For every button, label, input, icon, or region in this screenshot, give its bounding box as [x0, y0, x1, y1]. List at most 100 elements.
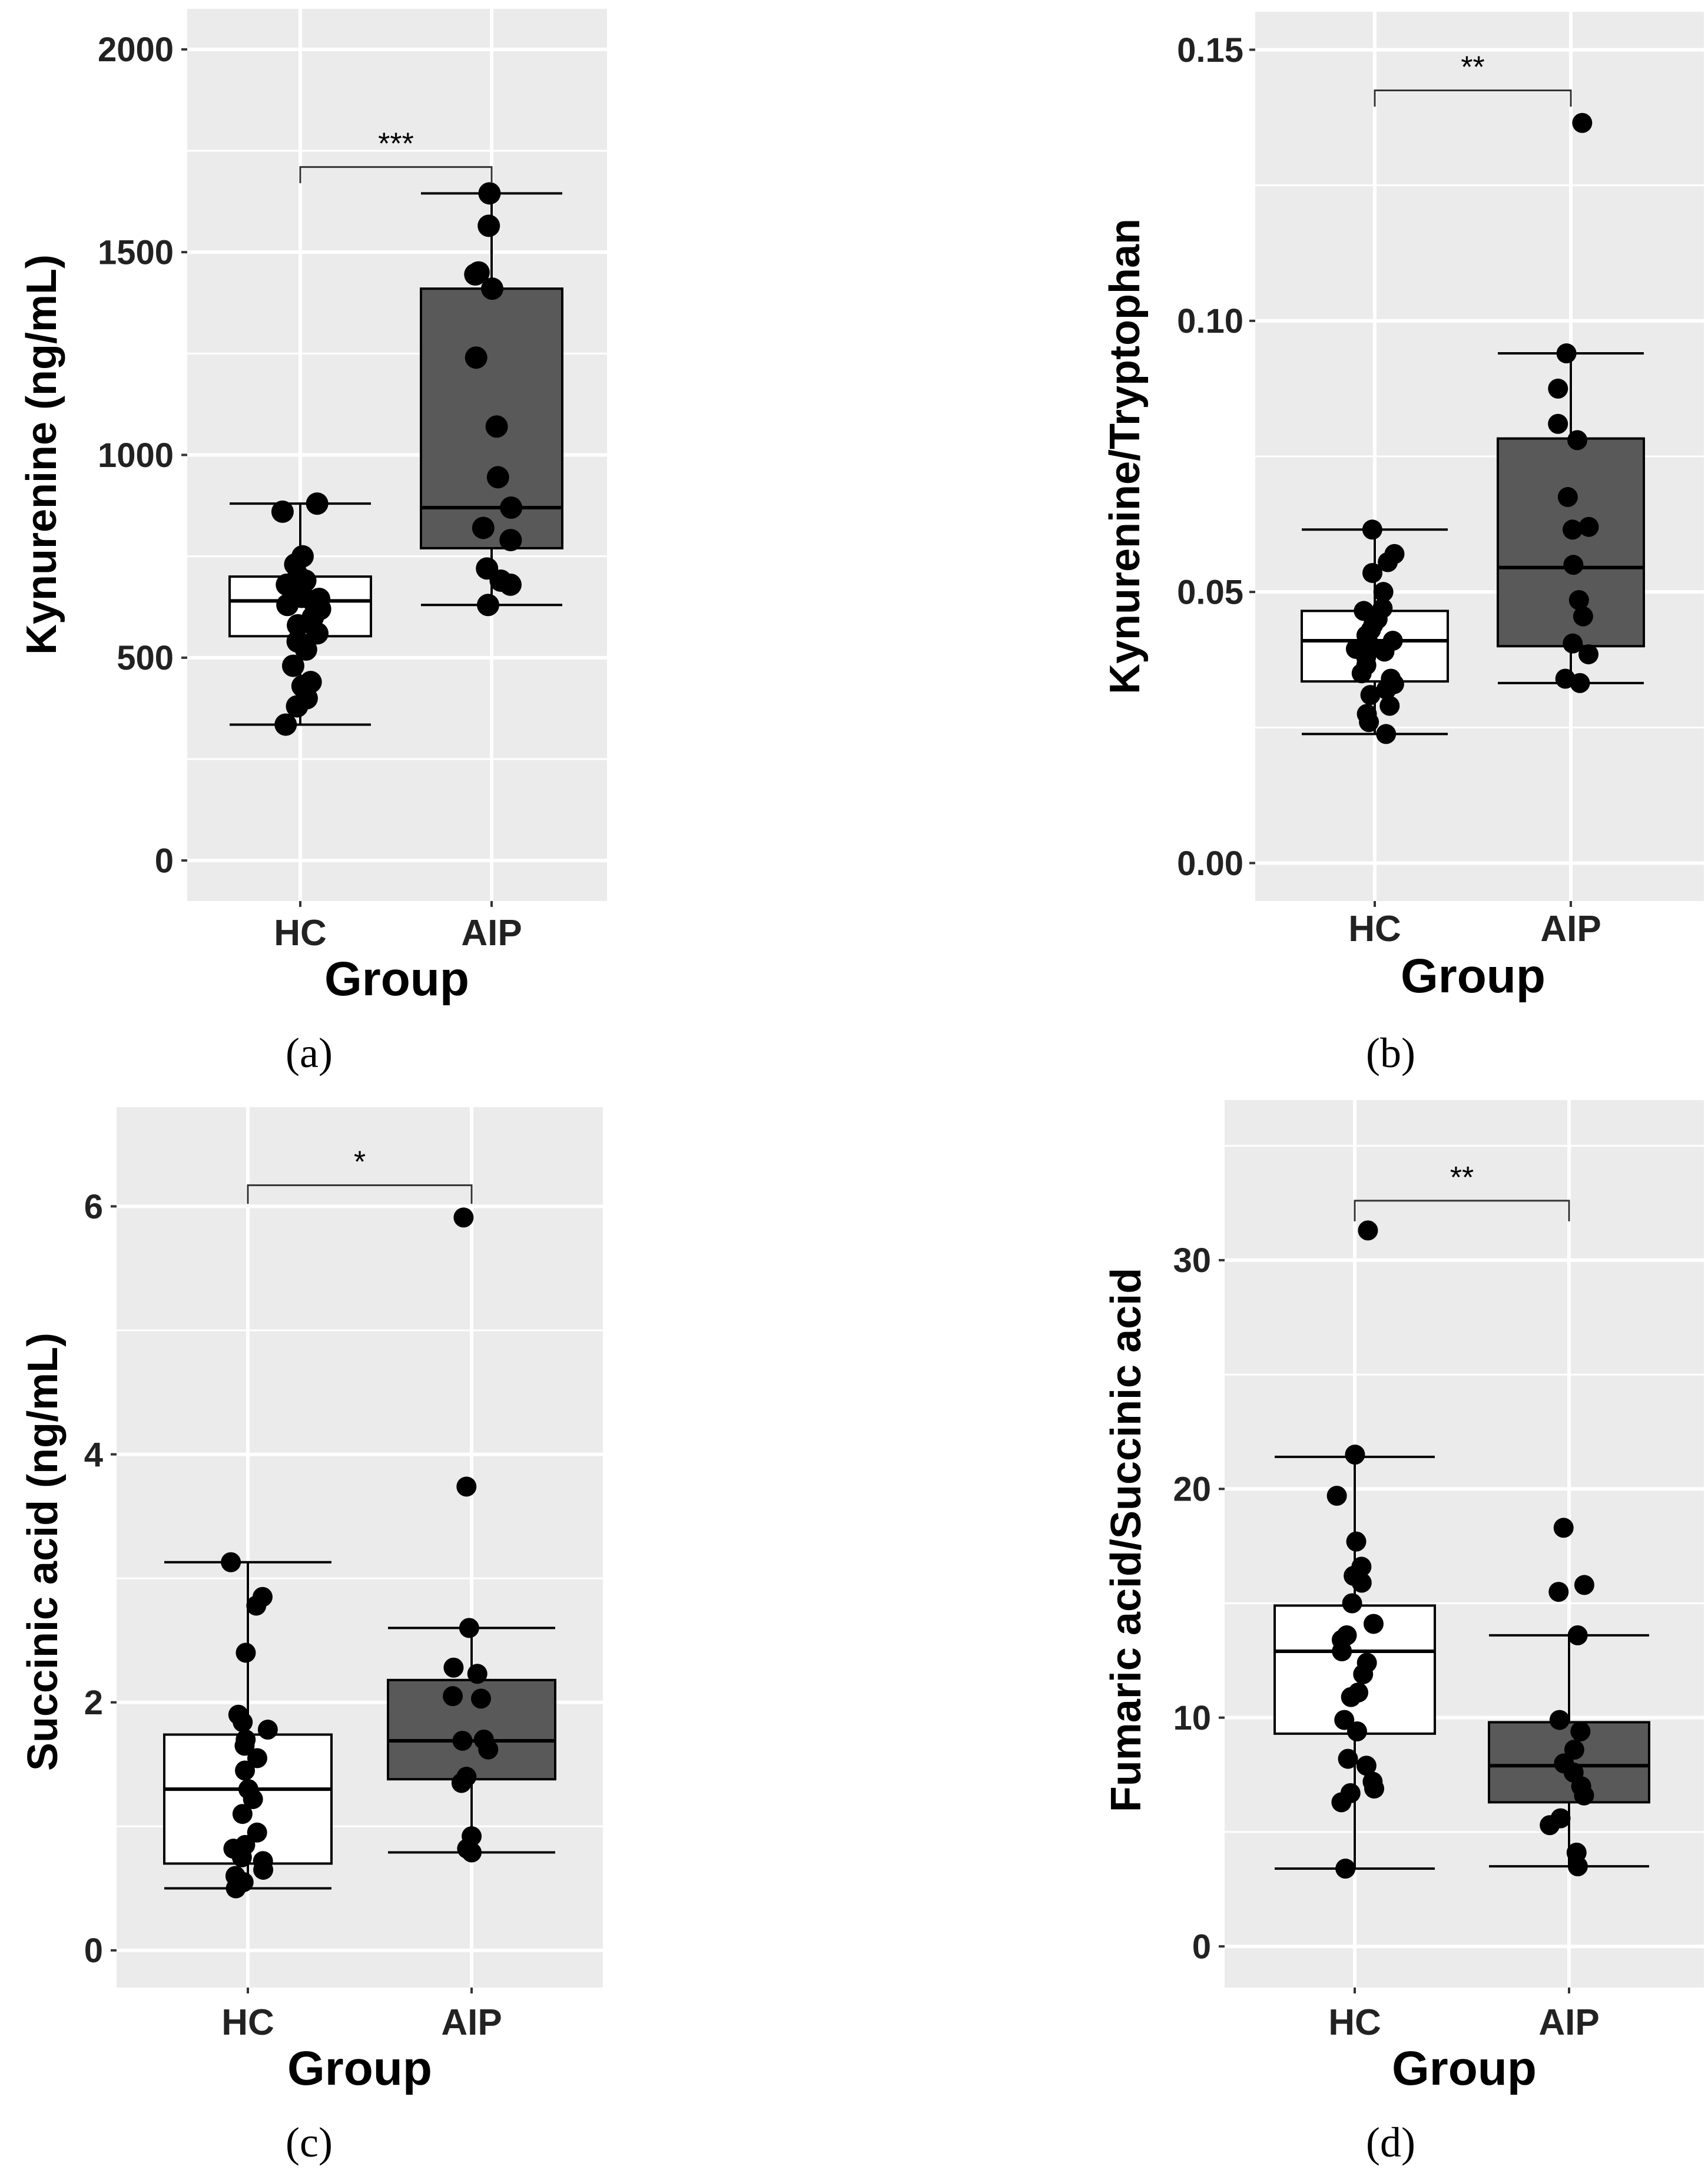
significance-label: **	[1450, 1161, 1474, 1195]
x-axis: HC AIP	[274, 901, 522, 953]
data-point	[1358, 1220, 1378, 1241]
x-tick-label-hc: HC	[221, 2002, 274, 2043]
x-tick-label-hc: HC	[1328, 2002, 1381, 2043]
data-point	[257, 1720, 278, 1740]
y-tick-label: 2000	[98, 31, 174, 69]
significance-bracket	[1354, 1200, 1570, 1221]
data-point	[231, 1847, 252, 1867]
data-point	[1562, 519, 1583, 540]
data-point	[1548, 413, 1568, 434]
data-point	[1331, 1792, 1352, 1813]
data-point	[1362, 562, 1383, 583]
y-tick-label: 0.00	[1177, 844, 1243, 883]
data-point	[485, 415, 508, 438]
data-point	[1376, 679, 1397, 700]
y-axis-title: Fumaric acid/Succinic acid	[1103, 1268, 1150, 1812]
data-point	[478, 1739, 499, 1760]
data-point	[233, 1712, 253, 1733]
data-point	[1359, 712, 1379, 733]
data-point	[232, 1804, 253, 1824]
data-point	[1568, 589, 1589, 610]
data-point	[276, 594, 299, 617]
data-point	[478, 182, 501, 205]
y-tick-label: 1500	[98, 233, 174, 271]
y-tick-label: 6	[84, 1188, 103, 1226]
y-tick-label: 0.15	[1177, 31, 1243, 69]
data-point	[306, 492, 329, 515]
panel-caption: (c)	[286, 2119, 333, 2166]
panel-d: 0 10 20 30 HC AIP ** Fumaric acid/Succinic a…	[1103, 1100, 1704, 2166]
data-point	[1556, 343, 1577, 364]
data-point	[235, 1760, 256, 1781]
data-point	[470, 1688, 491, 1709]
panel-caption: (d)	[1366, 2119, 1415, 2166]
x-tick-label-hc: HC	[1348, 909, 1401, 949]
data-point	[1374, 641, 1395, 662]
data-point	[286, 695, 309, 718]
significance-bracket	[1374, 90, 1572, 107]
significance-layer: *	[247, 1145, 473, 1204]
data-point	[443, 1657, 464, 1678]
y-tick-label: 0	[84, 1932, 103, 1970]
data-point	[500, 496, 523, 519]
data-point	[1346, 1531, 1367, 1552]
y-axis: 0 500 1000 1500 2000	[98, 31, 187, 880]
y-axis-title: Kynurenine/Tryptophan	[1102, 218, 1149, 694]
data-point	[467, 1664, 487, 1684]
data-point	[253, 1859, 274, 1880]
panel-c: 0 2 4 6 HC AIP * Succinic acid (ng/mL) Group…	[19, 1107, 603, 2166]
y-tick-label: 20	[1173, 1470, 1211, 1509]
data-point	[477, 214, 500, 237]
data-point	[1338, 1748, 1358, 1769]
x-axis-title: Group	[1401, 949, 1546, 1003]
x-tick-label-aip: AIP	[1540, 909, 1601, 949]
data-point	[247, 1822, 267, 1843]
data-point	[1553, 1518, 1574, 1538]
panel-b: 0.00 0.05 0.10 0.15 HC AIP ** Kynurenine/Try…	[1102, 12, 1704, 1077]
points-layer	[1326, 1220, 1594, 1879]
data-point	[1570, 673, 1590, 693]
data-point	[443, 1686, 463, 1707]
data-point	[1364, 1778, 1385, 1799]
panel-a: 0 500 1000 1500 2000 HC AIP *** Kynurenine (n…	[18, 9, 607, 1077]
y-tick-label: 0	[155, 842, 174, 880]
y-axis: 0 10 20 30	[1173, 1241, 1225, 1966]
y-tick-label: 0	[1192, 1927, 1211, 1966]
x-tick-label-aip: AIP	[461, 913, 522, 953]
data-point	[456, 1476, 477, 1497]
data-point	[459, 1618, 479, 1638]
x-tick-label-aip: AIP	[1538, 2002, 1599, 2043]
data-point	[274, 713, 297, 736]
data-point	[465, 346, 487, 369]
data-point	[472, 516, 495, 539]
panel-caption: (a)	[286, 1029, 333, 1077]
x-tick-label-hc: HC	[274, 913, 327, 953]
y-axis: 0.00 0.05 0.10 0.15	[1177, 31, 1255, 883]
significance-label: *	[354, 1145, 366, 1180]
data-point	[287, 614, 310, 637]
iqr-box	[387, 1678, 556, 1781]
data-point	[451, 1773, 472, 1793]
data-point	[1334, 1710, 1355, 1730]
x-axis: HC AIP	[221, 1988, 502, 2043]
data-point	[1564, 1740, 1584, 1760]
significance-layer: **	[1374, 51, 1572, 107]
data-point	[1351, 1572, 1372, 1593]
panel-caption: (b)	[1366, 1029, 1415, 1077]
data-point	[221, 1552, 241, 1572]
y-axis: 0 2 4 6	[84, 1188, 117, 1970]
data-point	[1362, 519, 1382, 540]
data-point	[1353, 1664, 1374, 1684]
data-point	[1567, 1625, 1588, 1645]
data-point	[1373, 582, 1394, 602]
data-point	[1548, 378, 1568, 399]
significance-layer: **	[1354, 1161, 1570, 1221]
data-point	[1563, 633, 1583, 654]
data-point	[1360, 685, 1381, 706]
data-point	[1549, 1710, 1570, 1730]
data-point	[477, 594, 500, 617]
data-point	[1574, 1785, 1594, 1806]
x-axis: HC AIP	[1348, 901, 1601, 949]
data-point	[1572, 112, 1593, 133]
